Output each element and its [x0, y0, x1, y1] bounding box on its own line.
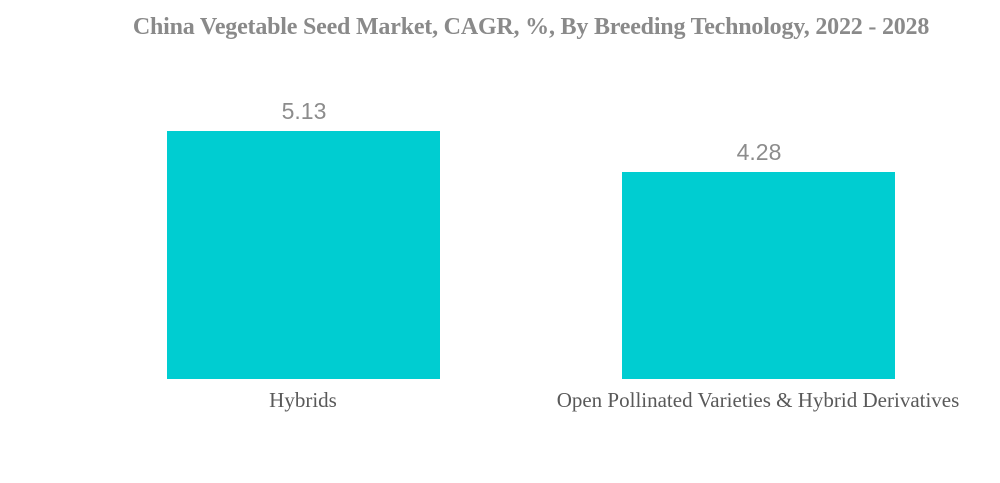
chart-title: China Vegetable Seed Market, CAGR, %, By…: [132, 14, 930, 40]
bar-open-pollinated: [622, 172, 895, 379]
category-label-hybrids: Hybrids: [269, 388, 337, 412]
category-label-open-pollinated: Open Pollinated Varieties & Hybrid Deriv…: [556, 388, 960, 412]
bar-hybrids: [167, 131, 440, 379]
value-label-hybrids: 5.13: [281, 98, 327, 124]
value-label-open-pollinated: 4.28: [736, 139, 782, 165]
